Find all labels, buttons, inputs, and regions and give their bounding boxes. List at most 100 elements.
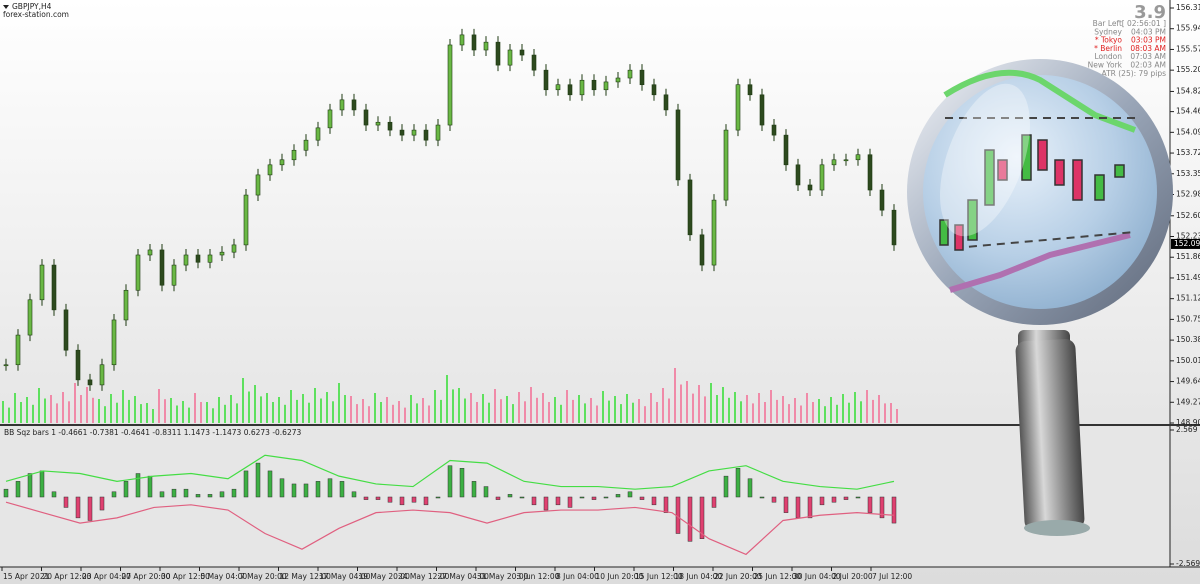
volume-bar [896,409,898,423]
candle-body [459,34,465,46]
volume-bar [464,398,466,423]
indicator-label: BB Sqz bars 1 -0.4661 -0.7381 -0.4641 -0… [4,428,302,437]
volume-bar [746,395,748,423]
candle-body [519,49,525,56]
histogram-bar [435,496,441,499]
histogram-bar [567,496,573,508]
spread: 3.9 [1134,2,1166,23]
volume-bar [26,397,28,423]
volume-bar [404,407,406,423]
candle-body [603,81,609,91]
x-tick-label: 22 Jun 20:00 [714,572,762,581]
info-time: 03:03 PM [1131,36,1166,45]
candle-body [135,254,141,291]
volume-bar [734,392,736,423]
volume-bar [596,405,598,423]
volume-bar [710,383,712,423]
volume-bar [872,399,874,423]
volume-bar [488,402,490,423]
y-tick-label: 150.750 [1176,314,1200,323]
candle-body [303,139,309,151]
histogram-bar [195,494,201,498]
histogram-bar [99,496,105,511]
histogram-bar [795,496,801,519]
candle-body [663,94,669,111]
y-tick-label: 148.900 [1176,418,1200,427]
y-tick-label: 154.460 [1176,107,1200,116]
volume-bar [212,408,214,423]
volume-bar [800,405,802,423]
volume-bar [704,396,706,423]
volume-bar [854,392,856,423]
histogram-bar [531,496,537,506]
candle-body [315,127,321,141]
volume-bar [698,385,700,423]
volume-bar [770,390,772,423]
info-time: 02:03 AM [1130,61,1166,70]
x-tick-label: 31 May 20:00 [477,572,529,581]
x-tick-label: 7 May 20:00 [240,572,287,581]
volume-bar [20,402,22,423]
candle-body [531,54,537,71]
y-tick-label: 2.569 [1176,425,1198,434]
volume-bar [308,402,310,423]
volume-bar [206,402,208,423]
volume-bar [530,387,532,423]
info-time: 07:03 AM [1130,52,1166,61]
volume-bar [788,404,790,423]
volume-bar [422,398,424,423]
candle-body [3,364,9,367]
x-tick-label: 27 May 04:00 [438,572,490,581]
x-tick-label: 30 Apr 12:00 [161,572,210,581]
histogram-bar [147,475,153,498]
volume-bar [686,381,688,423]
menu-arrow[interactable] [3,5,9,9]
volume-bar [440,399,442,423]
histogram-bar [651,496,657,506]
x-tick-label: 24 May 12:00 [398,572,450,581]
volume-bar [170,398,172,423]
volume-bar [614,396,616,423]
x-tick-label: 12 May 12:00 [280,572,332,581]
volume-bar [500,399,502,423]
y-tick-label: 151.120 [1176,294,1200,303]
histogram-bar [207,494,213,498]
volume-bar [818,399,820,423]
volume-bar [362,399,364,423]
x-tick-label: 5 May 04:00 [201,572,248,581]
volume-bar [152,409,154,423]
volume-bar [884,403,886,423]
volume-bar [80,395,82,423]
candle-body [675,109,681,181]
x-tick-label: 7 Jul 12:00 [872,572,912,581]
volume-bar [722,387,724,423]
volume-bar [476,402,478,423]
volume-bar [110,394,112,423]
candle-body [447,44,453,126]
volume-bar [8,407,10,423]
candle-body [279,159,285,166]
volume-bar [524,401,526,423]
volume-bar [218,397,220,423]
band-line [5,454,895,490]
volume-bar [470,393,472,423]
current-price-box [1171,238,1200,249]
volume-bar [416,403,418,423]
candle-body [207,254,213,263]
volume-bar [50,395,52,423]
volume-bar [584,403,586,423]
volume-bar [410,395,412,423]
indicator-background [0,427,1170,567]
volume-bar [176,405,178,423]
volume-bar [632,402,634,423]
y-tick-label: 153.720 [1176,148,1200,157]
histogram-bar [351,491,357,498]
y-tick-label: -2.569 [1176,559,1200,568]
candle-body [231,244,237,253]
histogram-bar [303,483,309,498]
histogram-bar [39,470,45,498]
volume-bar [716,395,718,423]
volume-bar [758,393,760,423]
volume-bar [626,394,628,423]
